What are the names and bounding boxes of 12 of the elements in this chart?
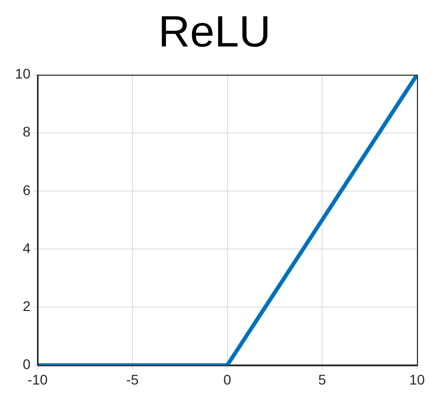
x-tick-label: -5	[126, 371, 139, 388]
y-tick-label: 4	[22, 240, 31, 256]
y-tick-label: 2	[22, 298, 31, 314]
chart-title: ReLU	[158, 8, 271, 57]
y-tick-label: 10	[14, 66, 31, 82]
x-tick-label: -10	[27, 371, 48, 388]
y-tick-label: 6	[22, 182, 31, 198]
x-tick-label: 10	[409, 371, 425, 388]
y-tick-label: 0	[22, 356, 31, 372]
y-tick-label: 8	[22, 124, 31, 140]
x-tick-label: 0	[223, 371, 232, 388]
x-tick-label: 5	[318, 371, 326, 388]
